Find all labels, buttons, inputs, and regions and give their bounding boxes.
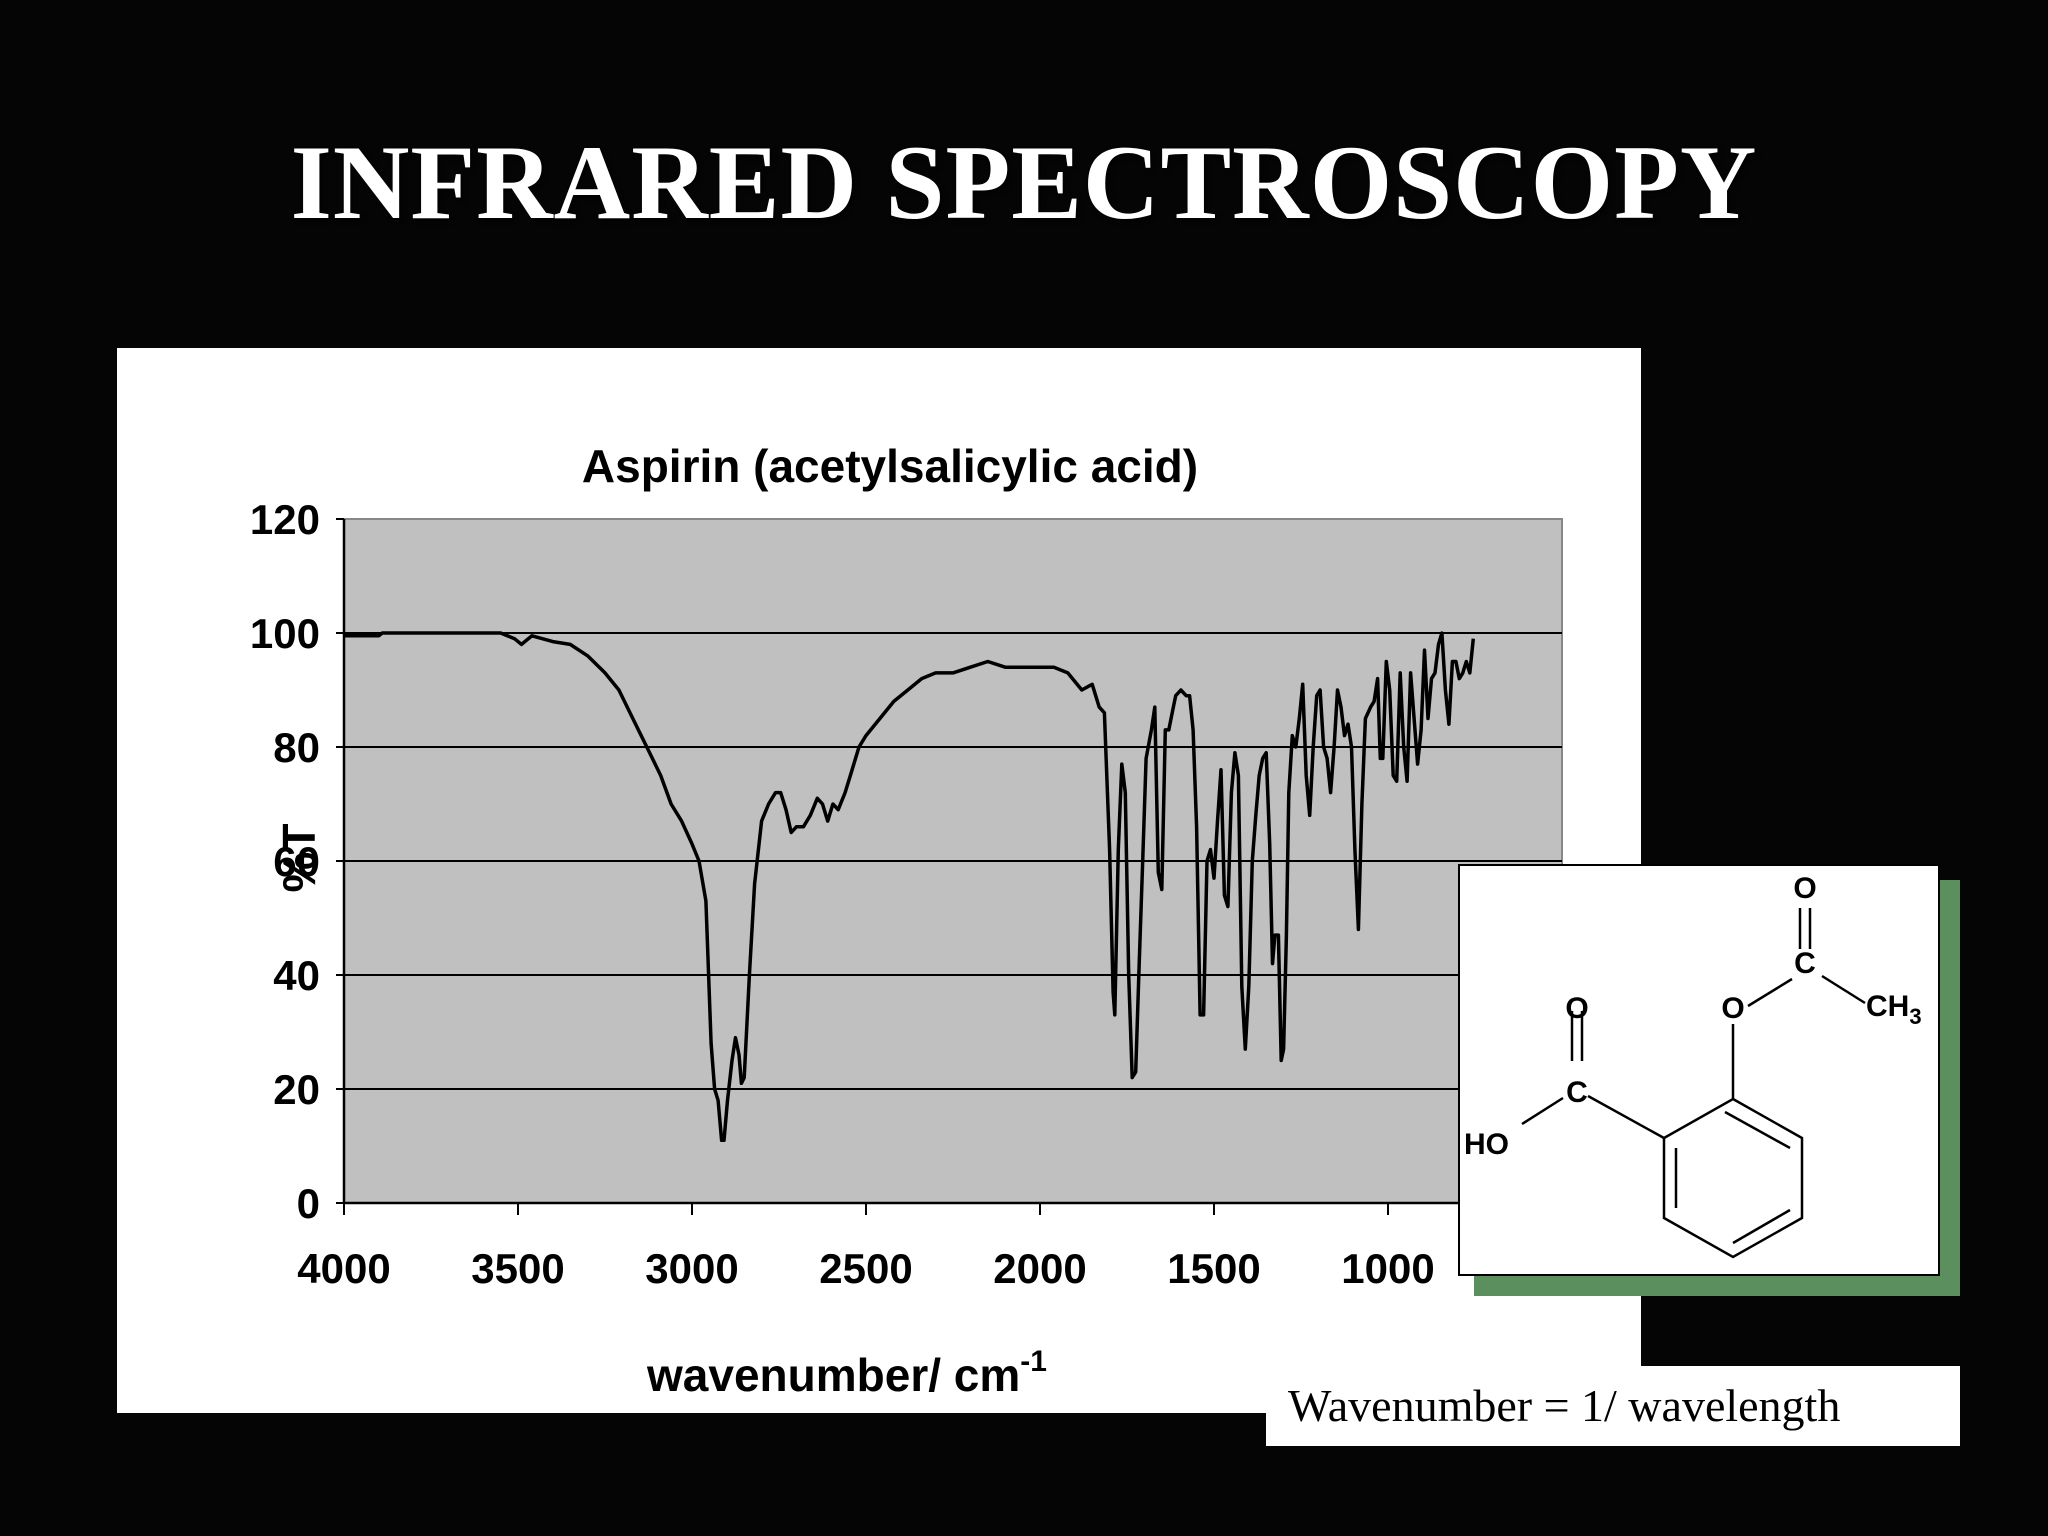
x-tick-label: 2000 (993, 1245, 1086, 1292)
structure-label-c-right: C (1794, 947, 1816, 980)
y-tick-label: 0 (297, 1180, 320, 1227)
x-axis-label: wavenumber/ cm-1 (646, 1345, 1047, 1401)
y-tick-label: 80 (273, 724, 320, 771)
x-tick-labels: 4000 3500 3000 2500 2000 1500 1000 (297, 1245, 1434, 1292)
y-tick-label: 20 (273, 1066, 320, 1113)
y-tick-label: 120 (250, 496, 320, 543)
y-axis-label: %T (273, 824, 325, 893)
x-tick-label: 1500 (1167, 1245, 1260, 1292)
structure-bonds (1521, 908, 1866, 1259)
aspirin-structure: O C O CH3 O C HO (1458, 864, 1940, 1276)
x-axis-label-superscript: -1 (1020, 1345, 1047, 1378)
structure-label-ho: HO (1464, 1128, 1509, 1161)
x-tick-label: 3500 (471, 1245, 564, 1292)
x-tick-label: 4000 (297, 1245, 390, 1292)
x-tick-label: 3000 (645, 1245, 738, 1292)
axes (336, 518, 1563, 1215)
gridlines (344, 632, 1562, 1090)
aspirin-structure-diagram: O C O CH3 O C HO (1464, 872, 1922, 1259)
y-tick-label: 100 (250, 610, 320, 657)
structure-label-o-acid: O (1565, 992, 1588, 1025)
y-tick-label: 40 (273, 952, 320, 999)
ir-spectrum-chart: 0 20 40 60 80 100 120 4000 3500 3000 2500 2000 1500… (250, 440, 1563, 1401)
spectrum-line (344, 631, 1476, 1143)
x-tick-label: 1000 (1341, 1245, 1434, 1292)
wavenumber-note: Wavenumber = 1/ wavelength (1266, 1366, 1960, 1446)
x-tick-label: 2500 (819, 1245, 912, 1292)
structure-label-ch3-subscript: 3 (1909, 1004, 1921, 1029)
structure-label-ch3: CH3 (1866, 990, 1922, 1029)
chart-panel: 0 20 40 60 80 100 120 4000 3500 3000 2500 2000 1500… (117, 348, 1641, 1413)
slide-title: INFRARED SPECTROSCOPY (290, 124, 1758, 241)
chart-title: Aspirin (acetylsalicylic acid) (582, 440, 1198, 492)
y-tick-label: 60 (273, 838, 320, 885)
y-tick-labels: 0 20 40 60 80 100 120 (250, 496, 320, 1227)
structure-label-o-ester: O (1721, 992, 1744, 1025)
structure-label-c-left: C (1566, 1076, 1588, 1109)
structure-label-o-top: O (1793, 872, 1816, 905)
